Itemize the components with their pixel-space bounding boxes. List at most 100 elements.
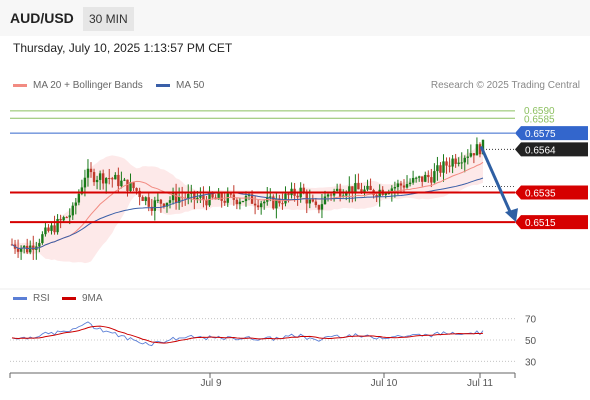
candle-body xyxy=(457,162,460,164)
candle-body xyxy=(375,195,378,197)
candle-body xyxy=(105,178,108,184)
candle-body xyxy=(138,190,141,198)
candle-body xyxy=(226,193,229,203)
candle-body xyxy=(329,194,333,196)
candle-body xyxy=(50,225,53,231)
x-tick-label: Jul 11 xyxy=(467,378,493,389)
candle-body xyxy=(238,201,242,205)
ma20-swatch xyxy=(13,83,27,87)
level-label-0.6575: 0.6575 xyxy=(525,129,556,140)
candle-body xyxy=(114,174,117,180)
candle-body xyxy=(417,176,421,178)
current-price-label: 0.6564 xyxy=(525,145,556,156)
candle-body xyxy=(144,197,147,202)
candle-body xyxy=(275,198,278,209)
candle-body xyxy=(308,199,311,204)
candle-body xyxy=(384,193,387,195)
candle-body xyxy=(253,203,257,206)
rsi-swatch xyxy=(13,296,27,300)
candle-body xyxy=(433,171,436,183)
timestamp: Thursday, July 10, 2025 1:13:57 PM CET xyxy=(13,41,233,55)
candle-body xyxy=(269,196,272,198)
candle-body xyxy=(235,199,239,205)
candle-body xyxy=(95,179,99,183)
candle-body xyxy=(68,215,71,218)
level-label-0.6585: 0.6585 xyxy=(524,114,555,125)
candle-body xyxy=(171,193,175,201)
candle-body xyxy=(22,245,26,249)
candle-body xyxy=(460,162,463,164)
level-tag-0.6515 xyxy=(515,215,588,230)
candle-body xyxy=(421,176,424,182)
candle-body xyxy=(475,144,479,156)
candle-body xyxy=(111,178,114,180)
candle-body xyxy=(442,161,445,173)
candle-body xyxy=(302,187,305,194)
candle-body xyxy=(439,165,442,173)
candle-body xyxy=(77,193,81,203)
candle-body xyxy=(229,193,232,195)
candle-body xyxy=(193,191,196,200)
level-label-0.6535: 0.6535 xyxy=(525,188,556,199)
candle-body xyxy=(436,165,439,172)
candle-body xyxy=(141,197,144,202)
candle-body xyxy=(241,201,245,203)
ma50-line xyxy=(11,177,484,250)
candle-body xyxy=(284,193,287,204)
legend-ma20: MA 20 + Bollinger Bands xyxy=(13,80,143,91)
legend-rsi-label: RSI xyxy=(33,293,50,304)
candle-body xyxy=(156,199,160,201)
legend-ma50-label: MA 50 xyxy=(176,80,205,91)
timeframe-badge[interactable]: 30 MIN xyxy=(83,7,134,31)
candle-body xyxy=(408,182,412,185)
level-tag-0.6575 xyxy=(515,126,588,141)
candle-body xyxy=(19,248,23,252)
candle-body xyxy=(153,200,157,211)
candle-body xyxy=(174,193,178,203)
candle-body xyxy=(135,188,138,191)
candle-body xyxy=(466,156,470,158)
candle-body xyxy=(62,217,65,221)
ma9-swatch xyxy=(62,296,76,300)
candle-body xyxy=(168,200,172,203)
candle-body xyxy=(411,177,415,183)
forecast-arrowhead xyxy=(505,208,518,223)
candle-body xyxy=(71,205,74,216)
candle-body xyxy=(29,245,32,253)
rsi-line xyxy=(11,321,484,347)
candle-body xyxy=(199,195,202,198)
x-tick-label: Jul 9 xyxy=(200,378,222,389)
candle-body xyxy=(53,225,56,233)
candle-body xyxy=(259,203,263,208)
candle-body xyxy=(25,245,29,253)
candle-body xyxy=(296,195,299,198)
rsi-tick-50: 50 xyxy=(525,336,537,347)
candle-body xyxy=(217,193,220,200)
candle-body xyxy=(451,158,454,167)
candle-body xyxy=(202,195,205,200)
level-label-0.6515: 0.6515 xyxy=(525,218,556,229)
candle-body xyxy=(481,139,485,155)
candle-body xyxy=(165,202,169,207)
candle-body xyxy=(92,172,96,183)
candle-body xyxy=(396,183,400,188)
candle-body xyxy=(427,174,430,178)
candle-body xyxy=(132,182,135,189)
candle-body xyxy=(272,196,275,209)
candle-body xyxy=(129,182,132,191)
candle-body xyxy=(220,193,223,201)
candle-body xyxy=(469,153,473,157)
candle-body xyxy=(80,187,84,194)
candle-body xyxy=(256,205,260,208)
bollinger-band xyxy=(12,141,483,264)
candle-body xyxy=(402,185,406,188)
candle-body xyxy=(32,245,35,250)
candle-body xyxy=(41,234,44,244)
candle-body xyxy=(108,178,111,180)
candle-body xyxy=(357,183,360,190)
candle-body xyxy=(311,199,315,202)
candle-body xyxy=(159,199,163,204)
rsi-tick-30: 30 xyxy=(525,357,537,368)
candle-body xyxy=(317,205,321,210)
